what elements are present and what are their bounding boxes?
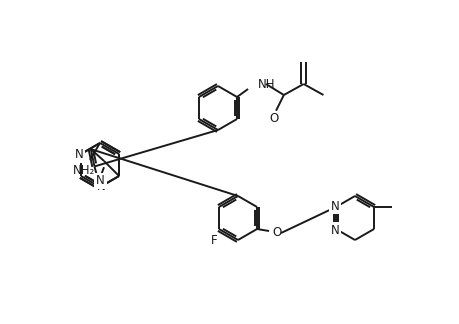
Text: N: N — [96, 179, 105, 192]
Text: N: N — [330, 200, 339, 213]
Text: N: N — [330, 224, 339, 237]
Text: NH₂: NH₂ — [73, 164, 95, 177]
Text: N: N — [74, 148, 83, 161]
Text: NH: NH — [257, 77, 275, 90]
Text: O: O — [269, 112, 278, 125]
Text: N: N — [95, 175, 104, 188]
Text: O: O — [272, 226, 281, 239]
Text: F: F — [210, 235, 217, 248]
